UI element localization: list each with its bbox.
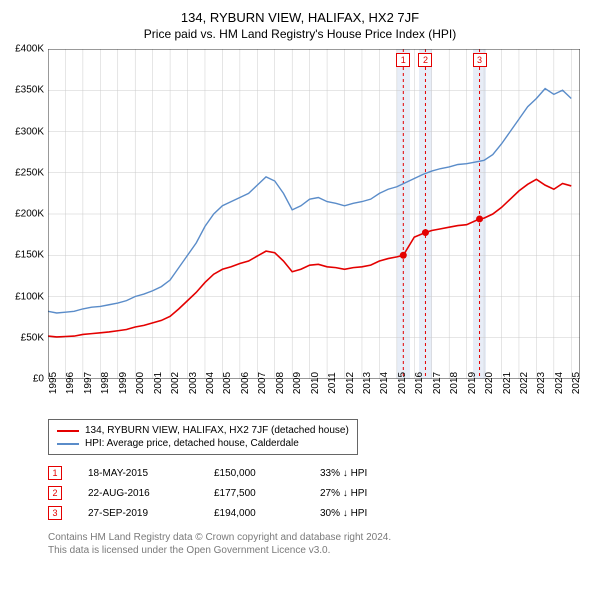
x-axis-label: 1995 xyxy=(48,372,59,394)
legend-item: HPI: Average price, detached house, Cald… xyxy=(57,437,349,450)
y-axis-label: £50K xyxy=(21,332,44,343)
sale-point xyxy=(476,215,483,222)
sales-table: 1 18-MAY-2015 £150,000 33% ↓ HPI 2 22-AUG-201… xyxy=(48,463,590,523)
x-axis-label: 2007 xyxy=(257,372,268,394)
marker-box: 2 xyxy=(418,53,432,67)
sales-date: 18-MAY-2015 xyxy=(88,468,188,479)
chart-svg xyxy=(48,49,580,379)
x-axis-label: 2012 xyxy=(345,372,356,394)
x-axis-label: 2018 xyxy=(449,372,460,394)
sales-marker: 2 xyxy=(48,486,62,500)
sale-point xyxy=(422,229,429,236)
y-axis-label: £200K xyxy=(15,209,44,220)
sales-price: £177,500 xyxy=(214,488,294,499)
x-axis-label: 2013 xyxy=(362,372,373,394)
x-axis-label: 2023 xyxy=(536,372,547,394)
x-axis-label: 2025 xyxy=(571,372,582,394)
x-axis-label: 2019 xyxy=(467,372,478,394)
marker-box: 1 xyxy=(396,53,410,67)
y-axis-label: £0 xyxy=(33,374,44,385)
sales-marker: 3 xyxy=(48,506,62,520)
x-axis-label: 2002 xyxy=(170,372,181,394)
y-axis-label: £250K xyxy=(15,167,44,178)
x-axis-label: 2005 xyxy=(222,372,233,394)
chart-title: 134, RYBURN VIEW, HALIFAX, HX2 7JF xyxy=(10,10,590,25)
y-axis-label: £100K xyxy=(15,291,44,302)
sale-point xyxy=(400,252,407,259)
sales-diff: 33% ↓ HPI xyxy=(320,468,400,479)
x-axis-label: 2003 xyxy=(188,372,199,394)
x-axis-label: 2014 xyxy=(379,372,390,394)
x-axis-label: 1997 xyxy=(83,372,94,394)
legend-swatch xyxy=(57,443,79,445)
sales-date: 22-AUG-2016 xyxy=(88,488,188,499)
legend-swatch xyxy=(57,430,79,432)
y-axis-label: £400K xyxy=(15,44,44,55)
sales-diff: 30% ↓ HPI xyxy=(320,508,400,519)
marker-box: 3 xyxy=(473,53,487,67)
x-axis-label: 2008 xyxy=(275,372,286,394)
footer-line-2: This data is licensed under the Open Gov… xyxy=(48,544,590,557)
sales-row: 2 22-AUG-2016 £177,500 27% ↓ HPI xyxy=(48,483,590,503)
x-axis-label: 2010 xyxy=(310,372,321,394)
sales-price: £150,000 xyxy=(214,468,294,479)
x-axis-label: 2004 xyxy=(205,372,216,394)
chart-subtitle: Price paid vs. HM Land Registry's House … xyxy=(10,27,590,41)
chart-container: 134, RYBURN VIEW, HALIFAX, HX2 7JF Price… xyxy=(0,0,600,567)
y-axis-label: £150K xyxy=(15,250,44,261)
x-axis-label: 2009 xyxy=(292,372,303,394)
x-axis-label: 1998 xyxy=(100,372,111,394)
x-axis-label: 2016 xyxy=(414,372,425,394)
x-axis-label: 1999 xyxy=(118,372,129,394)
x-axis-label: 2006 xyxy=(240,372,251,394)
x-axis-label: 2017 xyxy=(432,372,443,394)
sales-row: 3 27-SEP-2019 £194,000 30% ↓ HPI xyxy=(48,503,590,523)
x-axis-label: 2000 xyxy=(135,372,146,394)
x-axis-label: 2022 xyxy=(519,372,530,394)
sales-date: 27-SEP-2019 xyxy=(88,508,188,519)
x-axis-label: 2015 xyxy=(397,372,408,394)
y-axis-label: £300K xyxy=(15,126,44,137)
x-axis-label: 1996 xyxy=(65,372,76,394)
legend-label: HPI: Average price, detached house, Cald… xyxy=(85,438,299,449)
chart-plot-area: 123£0£50K£100K£150K£200K£250K£300K£350K£… xyxy=(48,49,580,379)
sales-diff: 27% ↓ HPI xyxy=(320,488,400,499)
legend-item: 134, RYBURN VIEW, HALIFAX, HX2 7JF (deta… xyxy=(57,424,349,437)
x-axis-label: 2021 xyxy=(502,372,513,394)
y-axis-label: £350K xyxy=(15,85,44,96)
legend-box: 134, RYBURN VIEW, HALIFAX, HX2 7JF (deta… xyxy=(48,419,358,455)
footer-attribution: Contains HM Land Registry data © Crown c… xyxy=(48,531,590,557)
footer-line-1: Contains HM Land Registry data © Crown c… xyxy=(48,531,590,544)
x-axis-label: 2020 xyxy=(484,372,495,394)
sales-marker: 1 xyxy=(48,466,62,480)
sales-price: £194,000 xyxy=(214,508,294,519)
x-axis-label: 2024 xyxy=(554,372,565,394)
legend-label: 134, RYBURN VIEW, HALIFAX, HX2 7JF (deta… xyxy=(85,425,349,436)
x-axis-label: 2011 xyxy=(327,372,338,394)
x-axis-label: 2001 xyxy=(153,372,164,394)
sales-row: 1 18-MAY-2015 £150,000 33% ↓ HPI xyxy=(48,463,590,483)
